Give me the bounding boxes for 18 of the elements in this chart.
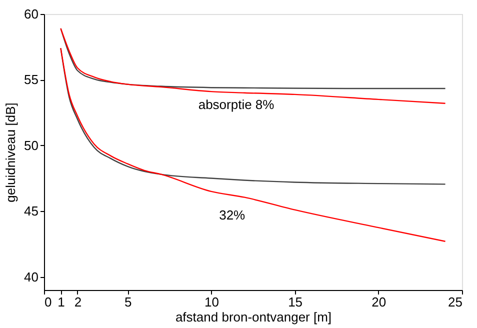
x-tick-label: 0: [44, 294, 52, 310]
y-tick-label: 40: [24, 269, 38, 284]
x-tick-label: 1: [58, 294, 65, 310]
line-series: [60, 48, 446, 242]
y-tick-label: 45: [24, 204, 38, 219]
x-tick-label: 15: [288, 294, 303, 310]
x-tick-label: 20: [372, 294, 386, 310]
x-tick-label: 5: [124, 294, 132, 310]
annotation: 32%: [219, 207, 246, 222]
x-tick-label: 10: [204, 294, 219, 310]
y-tick-label: 60: [24, 6, 38, 22]
x-tick-label: 25: [448, 294, 462, 310]
y-tick-label: 50: [24, 138, 38, 153]
x-axis-title: afstand bron-ontvanger [m]: [175, 310, 332, 324]
x-tick-label: 2: [74, 294, 82, 310]
y-axis-title: geluidniveau [dB]: [3, 102, 18, 202]
annotation: absorptie 8%: [198, 97, 275, 112]
y-tick-label: 55: [24, 72, 38, 88]
